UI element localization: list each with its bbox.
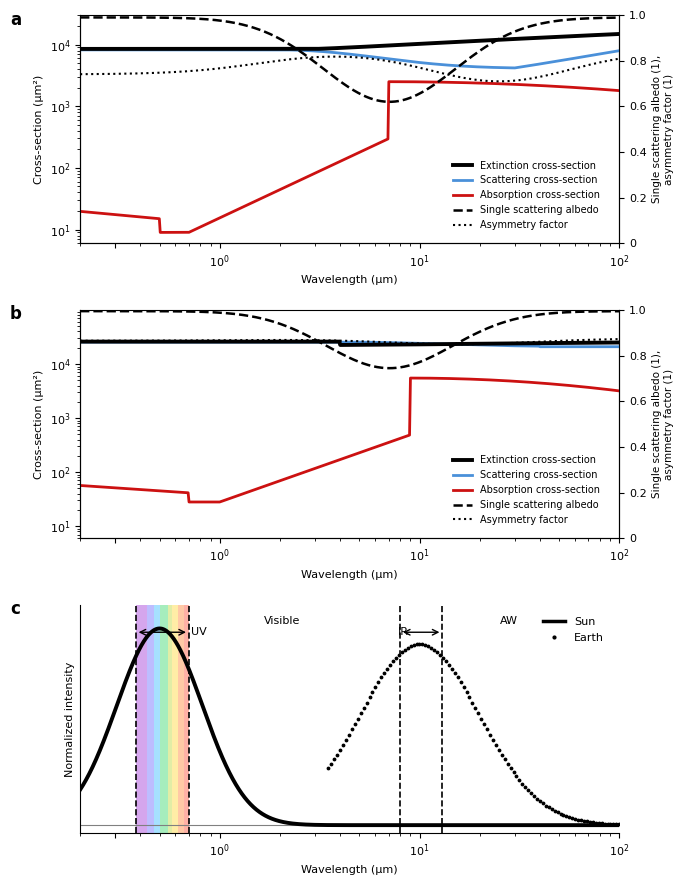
Bar	[173, 605, 178, 833]
Text: b: b	[10, 306, 22, 323]
X-axis label: Wavelength (μm): Wavelength (μm)	[301, 276, 398, 285]
Legend: Extinction cross-section, Scattering cross-section, Absorption cross-section, Si: Extinction cross-section, Scattering cro…	[449, 452, 603, 529]
Text: a: a	[10, 11, 21, 28]
X-axis label: Wavelength (μm): Wavelength (μm)	[301, 570, 398, 580]
Text: IR: IR	[398, 627, 409, 637]
Bar	[184, 605, 189, 833]
Bar	[154, 605, 160, 833]
Text: Visible: Visible	[264, 616, 301, 626]
Legend: Extinction cross-section, Scattering cross-section, Absorption cross-section, Si: Extinction cross-section, Scattering cro…	[449, 157, 603, 234]
Y-axis label: Single scattering albedo (1),
asymmetry factor (1): Single scattering albedo (1), asymmetry …	[652, 350, 674, 498]
Y-axis label: Normalized intensity: Normalized intensity	[64, 661, 75, 777]
Legend: Sun, Earth: Sun, Earth	[538, 613, 608, 647]
Text: UV: UV	[191, 627, 207, 637]
Text: AW: AW	[500, 616, 518, 626]
Y-axis label: Cross-section (μm²): Cross-section (μm²)	[34, 369, 44, 478]
Bar	[160, 605, 168, 833]
Text: c: c	[10, 601, 20, 618]
Bar	[168, 605, 173, 833]
Y-axis label: Single scattering albedo (1),
asymmetry factor (1): Single scattering albedo (1), asymmetry …	[652, 55, 674, 203]
Bar	[136, 605, 147, 833]
Y-axis label: Cross-section (μm²): Cross-section (μm²)	[34, 74, 44, 183]
Bar	[147, 605, 154, 833]
Bar	[178, 605, 184, 833]
X-axis label: Wavelength (μm): Wavelength (μm)	[301, 865, 398, 874]
